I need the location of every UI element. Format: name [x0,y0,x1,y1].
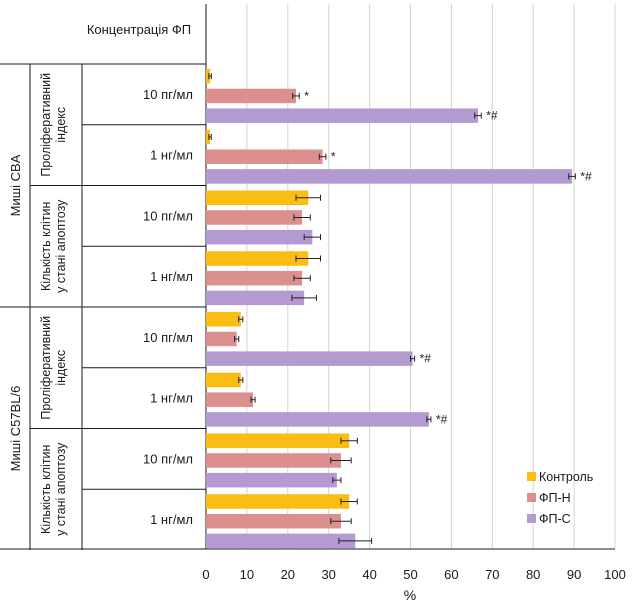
bar [206,251,309,266]
bar [206,494,350,509]
x-tick-label: 20 [281,567,295,582]
x-tick-label: 10 [240,567,254,582]
x-tick-label: 50 [403,567,417,582]
group-label-line: Кількість клітин [39,201,53,290]
significance-label: * [331,150,336,164]
x-tick-label: 100 [604,567,626,582]
bar [206,392,254,407]
bar [206,270,303,286]
significance-label: *# [436,412,448,426]
header-label: Концентрація ФП [87,22,191,37]
x-tick-label: 60 [444,567,458,582]
group-label: Кількість клітину стані апоптозу [39,442,68,536]
group-label: Проліферативнийіндекс [39,316,68,420]
group-label-line: у стані апоптозу [54,442,68,536]
group-label-line: Кількість клітин [39,444,53,533]
bar [206,290,305,306]
group-label-line: Проліферативний [39,316,53,420]
bar [206,312,241,327]
x-tick-label: 70 [485,567,499,582]
bar [206,372,241,388]
x-axis: 0 10 20 30 40 50 60 70 80 90 100 [202,567,625,582]
group-label: Проліферативнийіндекс [39,73,68,177]
group-label-line: у стані апоптозу [54,199,68,293]
legend-swatch [527,493,536,502]
strain-label: Миші C57BL/6 [8,386,23,472]
group-label: Кількість клітину стані апоптозу [39,199,68,293]
bar [206,351,413,366]
bar [206,190,309,205]
bar [206,129,211,145]
bar [206,533,356,549]
x-axis-label: % [404,587,416,603]
row-label: 10 пг/мл [143,87,193,102]
row-label: 1 нг/мл [150,391,193,406]
bar [206,331,237,347]
legend-label: ФП-Н [539,491,571,505]
bar [206,88,296,104]
group-label-line: Проліферативний [39,73,53,177]
row-label: 1 нг/мл [150,269,193,284]
legend-label: Контроль [539,470,593,484]
x-tick-label: 80 [526,567,540,582]
significance-label: *# [486,109,498,123]
bar [206,229,313,245]
strain-label: Миші CBA [8,154,23,216]
group-label-line: індекс [54,350,68,386]
bar [206,69,211,84]
bar [206,412,429,427]
bar [206,169,573,184]
bar [206,149,323,164]
legend: Контроль ФП-Н ФП-С [527,470,593,526]
significance-label: * [304,89,309,103]
legend-swatch [527,472,536,481]
bar [206,433,350,448]
row-label: 1 нг/мл [150,512,193,527]
bar [206,513,341,529]
bar [206,472,337,488]
row-label: 10 пг/мл [143,208,193,223]
significance-label: *# [420,352,432,366]
table-frame [0,4,615,550]
legend-swatch [527,514,536,523]
significance-label: *# [580,169,592,183]
x-tick-label: 40 [362,567,376,582]
x-tick-label: 30 [321,567,335,582]
bars: * *# * *# *# *# [206,69,592,549]
bar [206,108,478,123]
row-label: 1 нг/мл [150,148,193,163]
group-label-line: індекс [54,107,68,143]
legend-label: ФП-С [539,512,571,526]
bar [206,210,303,225]
x-tick-label: 90 [567,567,581,582]
row-label: 10 пг/мл [143,330,193,345]
row-label: 10 пг/мл [143,451,193,466]
bar [206,453,341,468]
x-tick-label: 0 [202,567,209,582]
